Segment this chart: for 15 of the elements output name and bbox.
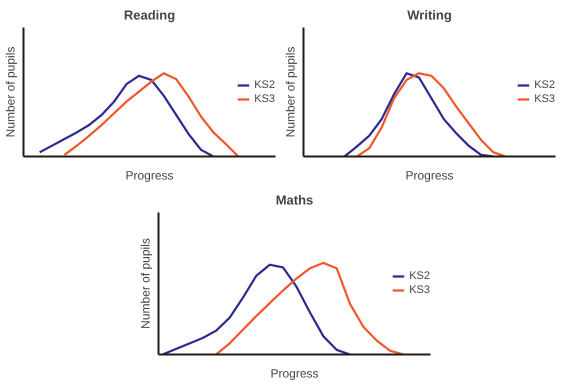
legend-label: KS2 xyxy=(254,78,275,90)
y-axis-title: Number of pupils xyxy=(284,46,298,138)
legend-label: KS2 xyxy=(534,78,555,90)
y-axis-title: Number of pupils xyxy=(138,238,152,329)
legend-label: KS3 xyxy=(409,284,430,296)
chart-title: Maths xyxy=(276,192,314,208)
x-axis-title: Progress xyxy=(270,366,319,380)
chart-title: Writing xyxy=(407,8,452,22)
x-axis-title: Progress xyxy=(125,168,174,182)
legend-label: KS3 xyxy=(534,92,555,104)
chart-title: Reading xyxy=(124,8,176,22)
x-axis-title: Progress xyxy=(405,168,454,182)
legend-label: KS3 xyxy=(254,92,275,104)
legend-label: KS2 xyxy=(409,270,430,282)
y-axis-title: Number of pupils xyxy=(4,46,18,138)
